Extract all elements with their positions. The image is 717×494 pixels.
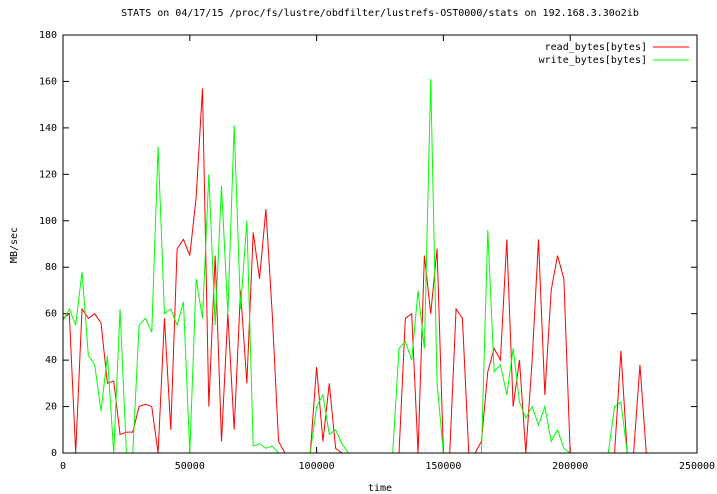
y-tick-label: 120 — [39, 169, 57, 180]
y-tick-label: 60 — [45, 309, 57, 320]
legend-label: write_bytes[bytes] — [539, 55, 647, 66]
y-tick-label: 160 — [39, 76, 57, 87]
plot-border — [62, 34, 698, 454]
y-tick-label: 140 — [39, 123, 57, 134]
x-axis-label: time — [368, 483, 392, 494]
y-tick-label: 20 — [45, 402, 57, 413]
legend-label: read_bytes[bytes] — [545, 42, 647, 53]
y-tick-label: 100 — [39, 216, 57, 227]
x-tick-label: 200000 — [552, 461, 588, 472]
x-tick-label: 150000 — [425, 461, 461, 472]
y-tick-label: 180 — [39, 30, 57, 41]
chart-title: STATS on 04/17/15 /proc/fs/lustre/obdfil… — [121, 8, 639, 19]
y-tick-label: 40 — [45, 355, 57, 366]
x-tick-label: 50000 — [175, 461, 205, 472]
y-tick-label: 80 — [45, 262, 57, 273]
y-tick-label: 0 — [51, 448, 57, 459]
x-tick-label: 100000 — [299, 461, 335, 472]
x-tick-label: 0 — [60, 461, 66, 472]
x-tick-label: 250000 — [679, 461, 715, 472]
y-axis-label: MB/sec — [9, 227, 20, 263]
